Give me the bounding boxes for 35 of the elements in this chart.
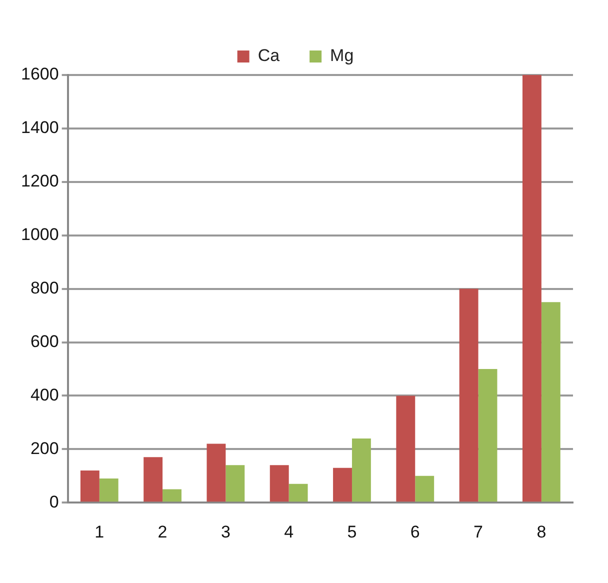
bar [478, 368, 498, 502]
y-tick-label: 800 [30, 278, 59, 298]
bar [415, 476, 434, 502]
y-tick-label: 1000 [20, 225, 59, 244]
bar [270, 465, 289, 502]
x-tick-label: 8 [536, 522, 546, 542]
bar [80, 470, 100, 502]
bar [396, 396, 416, 502]
bar [99, 478, 118, 502]
x-tick-label: 2 [158, 522, 168, 542]
bar [162, 489, 182, 502]
bar [206, 444, 226, 502]
bar [522, 75, 542, 502]
legend-label: Ca [258, 46, 280, 66]
bar [226, 465, 245, 502]
bar [288, 484, 308, 502]
y-tick-label: 400 [30, 385, 59, 404]
bar [352, 438, 371, 502]
x-tick-label: 7 [474, 522, 484, 542]
bar [459, 288, 478, 502]
bar [333, 468, 352, 502]
x-tick-label: 4 [284, 522, 294, 542]
x-tick-label: 3 [220, 522, 230, 542]
bar [144, 457, 163, 502]
legend-label: Mg [330, 46, 354, 66]
y-tick-label: 1200 [20, 172, 59, 191]
x-tick-label: 5 [347, 522, 357, 542]
x-tick-label: 1 [94, 522, 104, 542]
x-tick-label: 6 [410, 522, 420, 542]
y-tick-label: 200 [30, 438, 59, 458]
y-tick-label: 600 [30, 332, 59, 351]
y-tick-label: 1400 [20, 118, 59, 138]
y-tick-label: 1600 [20, 64, 59, 84]
bar [541, 302, 560, 502]
y-tick-label: 0 [49, 492, 59, 512]
